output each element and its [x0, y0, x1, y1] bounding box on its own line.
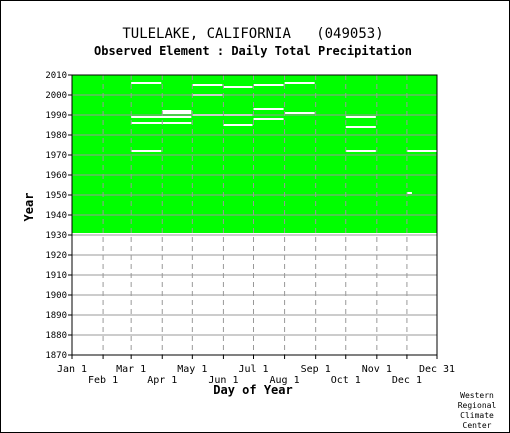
x-tick-label: Mar 1 [116, 364, 146, 375]
chart-subtitle: Observed Element : Daily Total Precipita… [94, 44, 412, 58]
y-tick-label: 1880 [45, 331, 67, 341]
x-tick-label: Nov 1 [362, 364, 392, 375]
plot-border [71, 74, 438, 356]
x-tick-label: Jan 1 [57, 364, 87, 375]
footer-line: Regional [458, 401, 497, 410]
missing-data-segment [284, 112, 315, 114]
missing-data-segment [162, 112, 192, 114]
x-tick-label: Jul 1 [238, 364, 268, 375]
missing-data-segment [284, 82, 315, 84]
x-tick-label: Feb 1 [88, 375, 118, 386]
missing-data-segment [253, 108, 284, 110]
missing-data-segment [131, 82, 162, 84]
y-tick-label: 1900 [45, 291, 67, 301]
y-axis-label: Year [22, 193, 36, 222]
missing-data-segment [345, 150, 376, 152]
missing-data-segment [131, 150, 162, 152]
missing-data-segment [345, 116, 376, 118]
y-tick-label: 1890 [45, 311, 67, 321]
y-tick-label: 1910 [45, 271, 67, 281]
missing-data-segment [253, 84, 284, 86]
y-tick-label: 1920 [45, 251, 67, 261]
y-tick-label: 1930 [45, 231, 67, 241]
plot-area: 1870 1880 1890 1900 1910 1920 1930 1940 1950 1960… [45, 71, 455, 386]
chart-title: TULELAKE, CALIFORNIA (049053) [122, 26, 383, 42]
y-tick-label: 1990 [45, 111, 67, 121]
y-tick-label: 1940 [45, 211, 67, 221]
y-tick-label: 1950 [45, 191, 67, 201]
x-tick-label: Sep 1 [301, 364, 331, 375]
missing-data-segment [223, 124, 253, 126]
y-tick-label: 1970 [45, 151, 67, 161]
footer-line: Climate [460, 411, 494, 420]
missing-data-segment [345, 126, 376, 128]
footer-credit: Western Regional Climate Center [458, 391, 497, 430]
missing-data-segment [406, 150, 437, 152]
missing-data-segment [192, 84, 223, 86]
x-tick-label: Dec 1 [392, 375, 422, 386]
missing-data-segment [223, 86, 253, 88]
y-tick-label: 1870 [45, 351, 67, 361]
y-tick-label: 1980 [45, 131, 67, 141]
missing-data-segment [131, 116, 192, 118]
missing-data-segment [253, 118, 284, 120]
x-tick-label: Dec 31 [419, 364, 455, 375]
y-tick-label: 2000 [45, 91, 67, 101]
x-tick-label: Oct 1 [331, 375, 361, 386]
footer-line: Western [460, 391, 494, 400]
x-tick-label: Aug 1 [270, 375, 300, 386]
footer-line: Center [463, 421, 492, 430]
missing-data-segment [406, 192, 412, 194]
x-tick-label: Jun 1 [208, 375, 238, 386]
x-tick-label: Apr 1 [147, 375, 177, 386]
x-axis-label: Day of Year [213, 383, 292, 397]
missing-data-segment [162, 110, 192, 112]
x-tick-label: May 1 [177, 364, 207, 375]
y-tick-label: 2010 [45, 71, 67, 81]
y-tick-label: 1960 [45, 171, 67, 181]
data-coverage-area [72, 75, 437, 233]
missing-data-segment [131, 122, 192, 124]
